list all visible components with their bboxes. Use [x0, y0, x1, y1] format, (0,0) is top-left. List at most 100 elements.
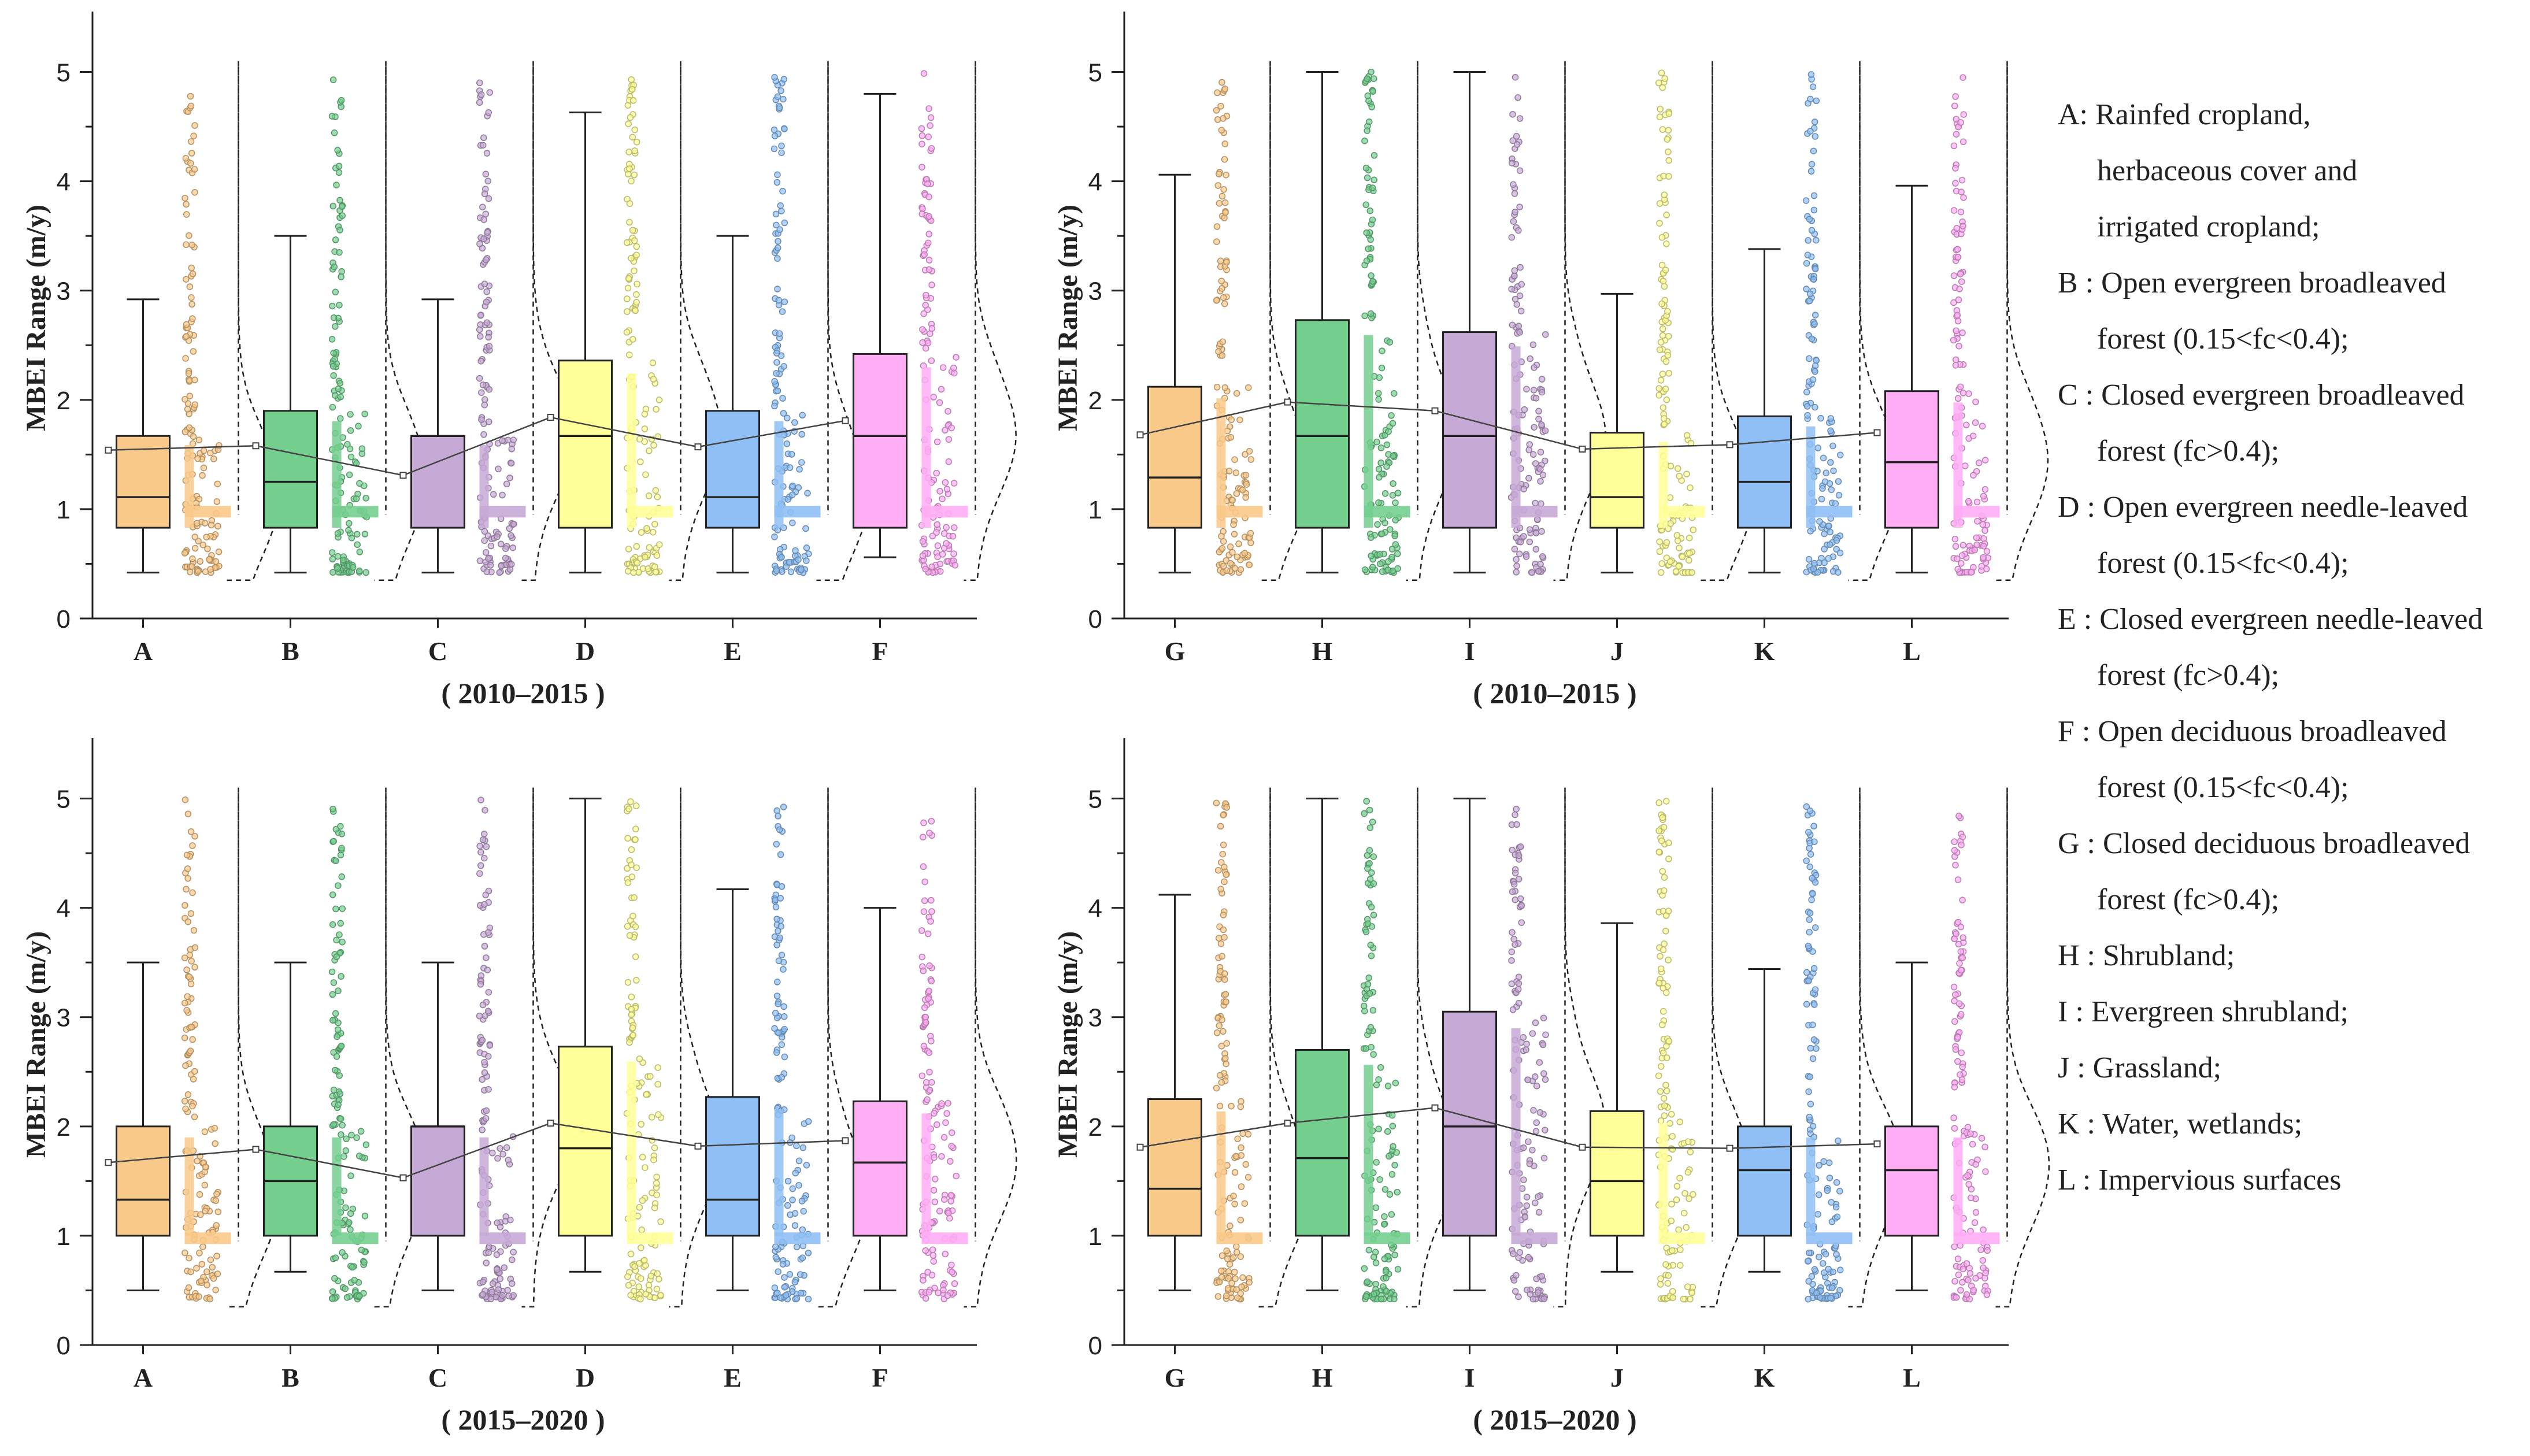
- data-point: [1377, 444, 1385, 451]
- data-point: [488, 1288, 495, 1296]
- data-point: [1516, 329, 1523, 336]
- data-point: [649, 360, 657, 366]
- data-point: [1370, 176, 1377, 184]
- data-point: [1224, 1285, 1232, 1292]
- data-point: [1806, 297, 1813, 305]
- data-point: [201, 520, 209, 527]
- data-point: [781, 298, 788, 305]
- data-point: [775, 813, 781, 820]
- data-point: [1375, 396, 1382, 403]
- data-point: [1223, 258, 1230, 266]
- data-point: [1225, 1275, 1232, 1282]
- data-point: [189, 271, 197, 277]
- data-point: [338, 844, 345, 852]
- data-point: [1375, 465, 1383, 473]
- data-point: [1803, 1001, 1810, 1008]
- x-tick-label: J: [1610, 1363, 1624, 1392]
- data-point: [925, 193, 932, 201]
- point-density-band: [332, 506, 379, 518]
- data-point: [930, 394, 937, 401]
- data-point: [1238, 1183, 1245, 1190]
- mean-marker: [252, 442, 260, 450]
- data-point: [1951, 1084, 1958, 1091]
- data-point: [946, 1214, 953, 1222]
- data-point: [629, 86, 636, 93]
- data-point: [1394, 550, 1401, 557]
- data-point: [1804, 412, 1811, 419]
- data-point: [1535, 1289, 1542, 1296]
- data-point: [775, 1268, 781, 1275]
- data-point: [485, 1085, 492, 1093]
- data-point: [771, 402, 778, 410]
- data-point: [934, 553, 941, 560]
- data-point: [1981, 1143, 1988, 1151]
- data-point: [1388, 1211, 1395, 1218]
- data-point: [343, 1135, 350, 1143]
- data-point: [182, 1105, 189, 1113]
- data-point: [1963, 1291, 1970, 1298]
- legend-label-continuation: forest (fc>0.4);: [2097, 435, 2280, 468]
- data-point: [485, 195, 492, 202]
- data-point: [924, 180, 931, 187]
- data-point: [1365, 245, 1372, 253]
- data-point: [642, 1291, 650, 1298]
- data-point: [1955, 1000, 1963, 1007]
- legend-item: C : Closed evergreen broadleaved forest (…: [2058, 367, 2520, 479]
- data-point: [1976, 460, 1983, 466]
- data-point: [337, 920, 344, 927]
- data-point: [772, 1243, 779, 1250]
- data-point: [802, 525, 809, 532]
- data-point: [485, 334, 492, 341]
- data-point: [1951, 1125, 1958, 1132]
- data-point: [186, 424, 193, 431]
- data-point: [1954, 317, 1962, 325]
- data-point: [1659, 1049, 1667, 1057]
- data-point: [1957, 208, 1965, 216]
- data-point: [793, 1295, 801, 1302]
- point-density-band: [479, 1137, 489, 1236]
- data-point: [329, 1295, 336, 1302]
- data-point: [1658, 560, 1665, 567]
- data-point: [936, 1207, 943, 1215]
- data-point: [1812, 265, 1819, 273]
- data-point: [481, 1069, 488, 1076]
- data-point: [190, 433, 197, 440]
- data-point: [1812, 133, 1819, 140]
- data-point: [646, 544, 653, 551]
- data-point: [183, 1007, 190, 1014]
- data-point: [642, 1164, 649, 1171]
- data-point: [1657, 339, 1665, 346]
- data-point: [186, 392, 194, 399]
- data-point: [183, 886, 190, 893]
- data-point: [781, 1025, 788, 1033]
- data-point: [339, 1249, 346, 1256]
- data-point: [1518, 919, 1525, 926]
- data-point: [944, 1292, 951, 1299]
- box-iqr: [1590, 1110, 1644, 1237]
- data-point: [1394, 1266, 1402, 1273]
- data-point: [792, 547, 799, 554]
- data-point: [183, 333, 190, 340]
- data-point: [1827, 459, 1834, 466]
- data-point: [329, 805, 336, 813]
- data-point: [206, 556, 213, 563]
- data-point: [1524, 1076, 1532, 1084]
- data-point: [189, 315, 196, 322]
- data-point: [482, 549, 490, 556]
- data-point: [181, 396, 188, 403]
- point-density-band: [479, 1232, 526, 1244]
- box-iqr: [410, 1125, 465, 1237]
- data-point: [1218, 1043, 1225, 1050]
- data-point: [483, 150, 491, 157]
- data-point: [771, 1284, 779, 1291]
- data-point: [330, 1121, 337, 1128]
- category-d: D: [558, 787, 722, 1392]
- data-point: [190, 132, 197, 139]
- data-point: [340, 1153, 347, 1160]
- data-point: [1958, 560, 1965, 567]
- data-point: [1655, 79, 1662, 87]
- data-point: [1520, 1034, 1527, 1041]
- data-point: [1524, 1286, 1531, 1294]
- data-point: [1981, 527, 1988, 534]
